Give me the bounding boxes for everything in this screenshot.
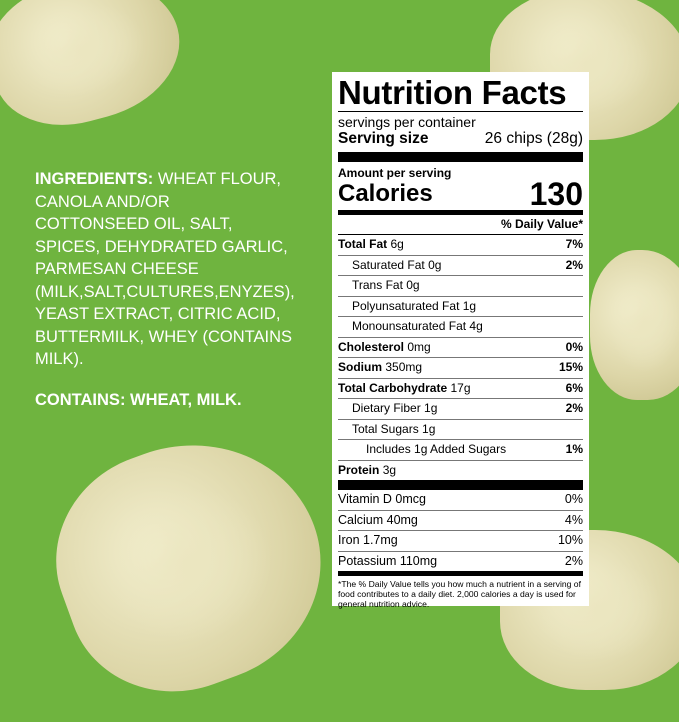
daily-value-header: % Daily Value* <box>500 217 583 231</box>
divider <box>338 480 583 490</box>
nutrient-dv: 2% <box>565 401 583 415</box>
nutrient-row: Sodium 350mg 15% <box>338 357 583 378</box>
vitamin-dv: 0% <box>564 492 583 506</box>
vitamin-dv: 2% <box>564 553 583 568</box>
nutrient-dv: 0% <box>565 339 583 354</box>
nutrient-amount: 1g <box>422 421 436 436</box>
ingredients-line: BUTTERMILK, WHEY (CONTAINS <box>35 326 295 349</box>
serving-size: Serving size 26 chips (28g) <box>338 130 583 148</box>
servings-per-container: servings per container <box>338 114 476 130</box>
ingredients-text: CANOLA AND/OR <box>35 192 170 211</box>
nutrient-amount: 1g <box>424 401 438 415</box>
chip-image <box>0 0 195 143</box>
nutrient-dv: 6% <box>565 380 583 395</box>
vitamin-row: Iron 1.7mg 10% <box>338 530 583 551</box>
chip-image <box>590 250 679 400</box>
nutrient-amount: 350mg <box>385 360 423 374</box>
vitamin-name: Iron 1.7mg <box>338 533 398 547</box>
nutrient-name: Polyunsaturated Fat <box>352 298 460 313</box>
vitamin-dv: 10% <box>557 533 583 547</box>
ingredients-text: BUTTERMILK, WHEY (CONTAINS <box>35 327 292 346</box>
ingredients-text: MILK). <box>35 350 84 368</box>
vitamin-name: Vitamin D 0mcg <box>338 492 426 506</box>
divider <box>338 571 583 576</box>
nutrient-name: Dietary Fiber <box>352 401 421 415</box>
chip-image <box>26 407 354 722</box>
nutrient-name: Total Carbohydrate <box>338 380 448 395</box>
calories-label: Calories <box>338 180 433 207</box>
nutrient-row: Saturated Fat 0g 2% <box>338 254 583 276</box>
calories-value: 130 <box>529 176 583 212</box>
nutrient-name: Trans Fat <box>352 278 403 292</box>
footnote: *The % Daily Value tells you how much a … <box>338 579 581 609</box>
vitamin-name: Calcium 40mg <box>338 512 418 527</box>
nutrient-row: Cholesterol 0mg 0% <box>338 336 583 358</box>
vitamin-row: Calcium 40mg 4% <box>338 509 583 531</box>
nutrient-amount: 4g <box>469 319 483 333</box>
vitamin-name: Potassium 110mg <box>338 553 438 568</box>
nutrient-name: Saturated Fat <box>352 257 425 272</box>
ingredients-line: PARMESAN CHEESE <box>35 258 295 281</box>
ingredients-line: INGREDIENTS: WHEAT FLOUR, <box>35 168 295 191</box>
ingredients-text: YEAST EXTRACT, CITRIC ACID, <box>35 305 281 323</box>
nutrient-row: Dietary Fiber 1g 2% <box>338 398 583 419</box>
nutrient-row: Includes 1g Added Sugars 1% <box>338 439 583 460</box>
allergen-statement: CONTAINS: WHEAT, MILK. <box>35 391 242 409</box>
nutrient-name: Includes 1g Added Sugars <box>366 442 507 456</box>
amount-per-serving: Amount per serving <box>338 166 452 180</box>
nutrient-row: Monounsaturated Fat 4g <box>338 316 583 337</box>
ingredients-line: COTTONSEED OIL, SALT, <box>35 213 295 236</box>
nutrient-dv: 1% <box>565 442 583 456</box>
ingredients-line: CANOLA AND/OR <box>35 191 295 214</box>
vitamin-dv: 4% <box>564 512 583 527</box>
nutrient-name: Total Fat <box>338 237 388 251</box>
ingredients-text: COTTONSEED OIL, SALT, <box>35 215 233 233</box>
nutrient-amount: 17g <box>450 380 471 395</box>
nutrient-name: Total Sugars <box>352 421 419 436</box>
ingredients-text: WHEAT FLOUR, <box>157 170 282 188</box>
nutrient-dv: 15% <box>558 360 583 374</box>
nutrient-name: Cholesterol <box>338 339 405 354</box>
ingredients-heading: INGREDIENTS: <box>35 170 154 188</box>
nutrient-amount: 1g <box>462 298 477 313</box>
nutrient-name: Protein <box>338 462 380 477</box>
nutrient-amount: 6g <box>390 237 404 251</box>
vitamin-row: Potassium 110mg 2% <box>338 550 583 572</box>
ingredients-line: MILK). <box>35 348 295 371</box>
nutrient-row: Protein 3g <box>338 459 583 481</box>
nutrition-facts-label: Nutrition Facts servings per container S… <box>332 72 589 609</box>
nutrient-name: Sodium <box>338 360 382 374</box>
ingredients-line: (MILK,SALT,CULTURES,ENYZES), <box>35 281 295 304</box>
nutrient-row: Polyunsaturated Fat 1g <box>338 295 583 317</box>
nutrient-row: Total Fat 6g 7% <box>338 234 583 255</box>
nutrient-dv: 2% <box>565 257 583 272</box>
nutrient-amount: 0g <box>406 278 420 292</box>
calories: Calories 130 <box>338 176 583 212</box>
ingredients-text: SPICES, DEHYDRATED GARLIC, <box>35 237 288 256</box>
nutrient-amount: 0g <box>428 257 442 272</box>
divider <box>338 152 583 162</box>
nutrient-amount: 3g <box>382 462 397 477</box>
vitamin-row: Vitamin D 0mcg 0% <box>338 490 583 510</box>
ingredients-text: (MILK,SALT,CULTURES,ENYZES), <box>35 282 295 301</box>
ingredients-line: YEAST EXTRACT, CITRIC ACID, <box>35 303 295 326</box>
nutrient-row: Total Sugars 1g <box>338 418 583 440</box>
nutrient-amount: 0mg <box>407 339 431 354</box>
nutrient-row: Total Carbohydrate 17g 6% <box>338 377 583 399</box>
serving-size-label: Serving size <box>338 130 429 147</box>
label-title: Nutrition Facts <box>338 74 567 111</box>
ingredients-line: SPICES, DEHYDRATED GARLIC, <box>35 236 295 259</box>
nutrient-name: Monounsaturated Fat <box>352 319 467 333</box>
serving-size-value: 26 chips (28g) <box>484 130 583 147</box>
nutrient-row: Trans Fat 0g <box>338 275 583 296</box>
ingredients-list: INGREDIENTS: WHEAT FLOUR, CANOLA AND/OR CO… <box>35 168 295 371</box>
nutrient-dv: 7% <box>565 237 583 251</box>
ingredients-text: PARMESAN CHEESE <box>35 260 199 278</box>
divider <box>338 210 583 215</box>
